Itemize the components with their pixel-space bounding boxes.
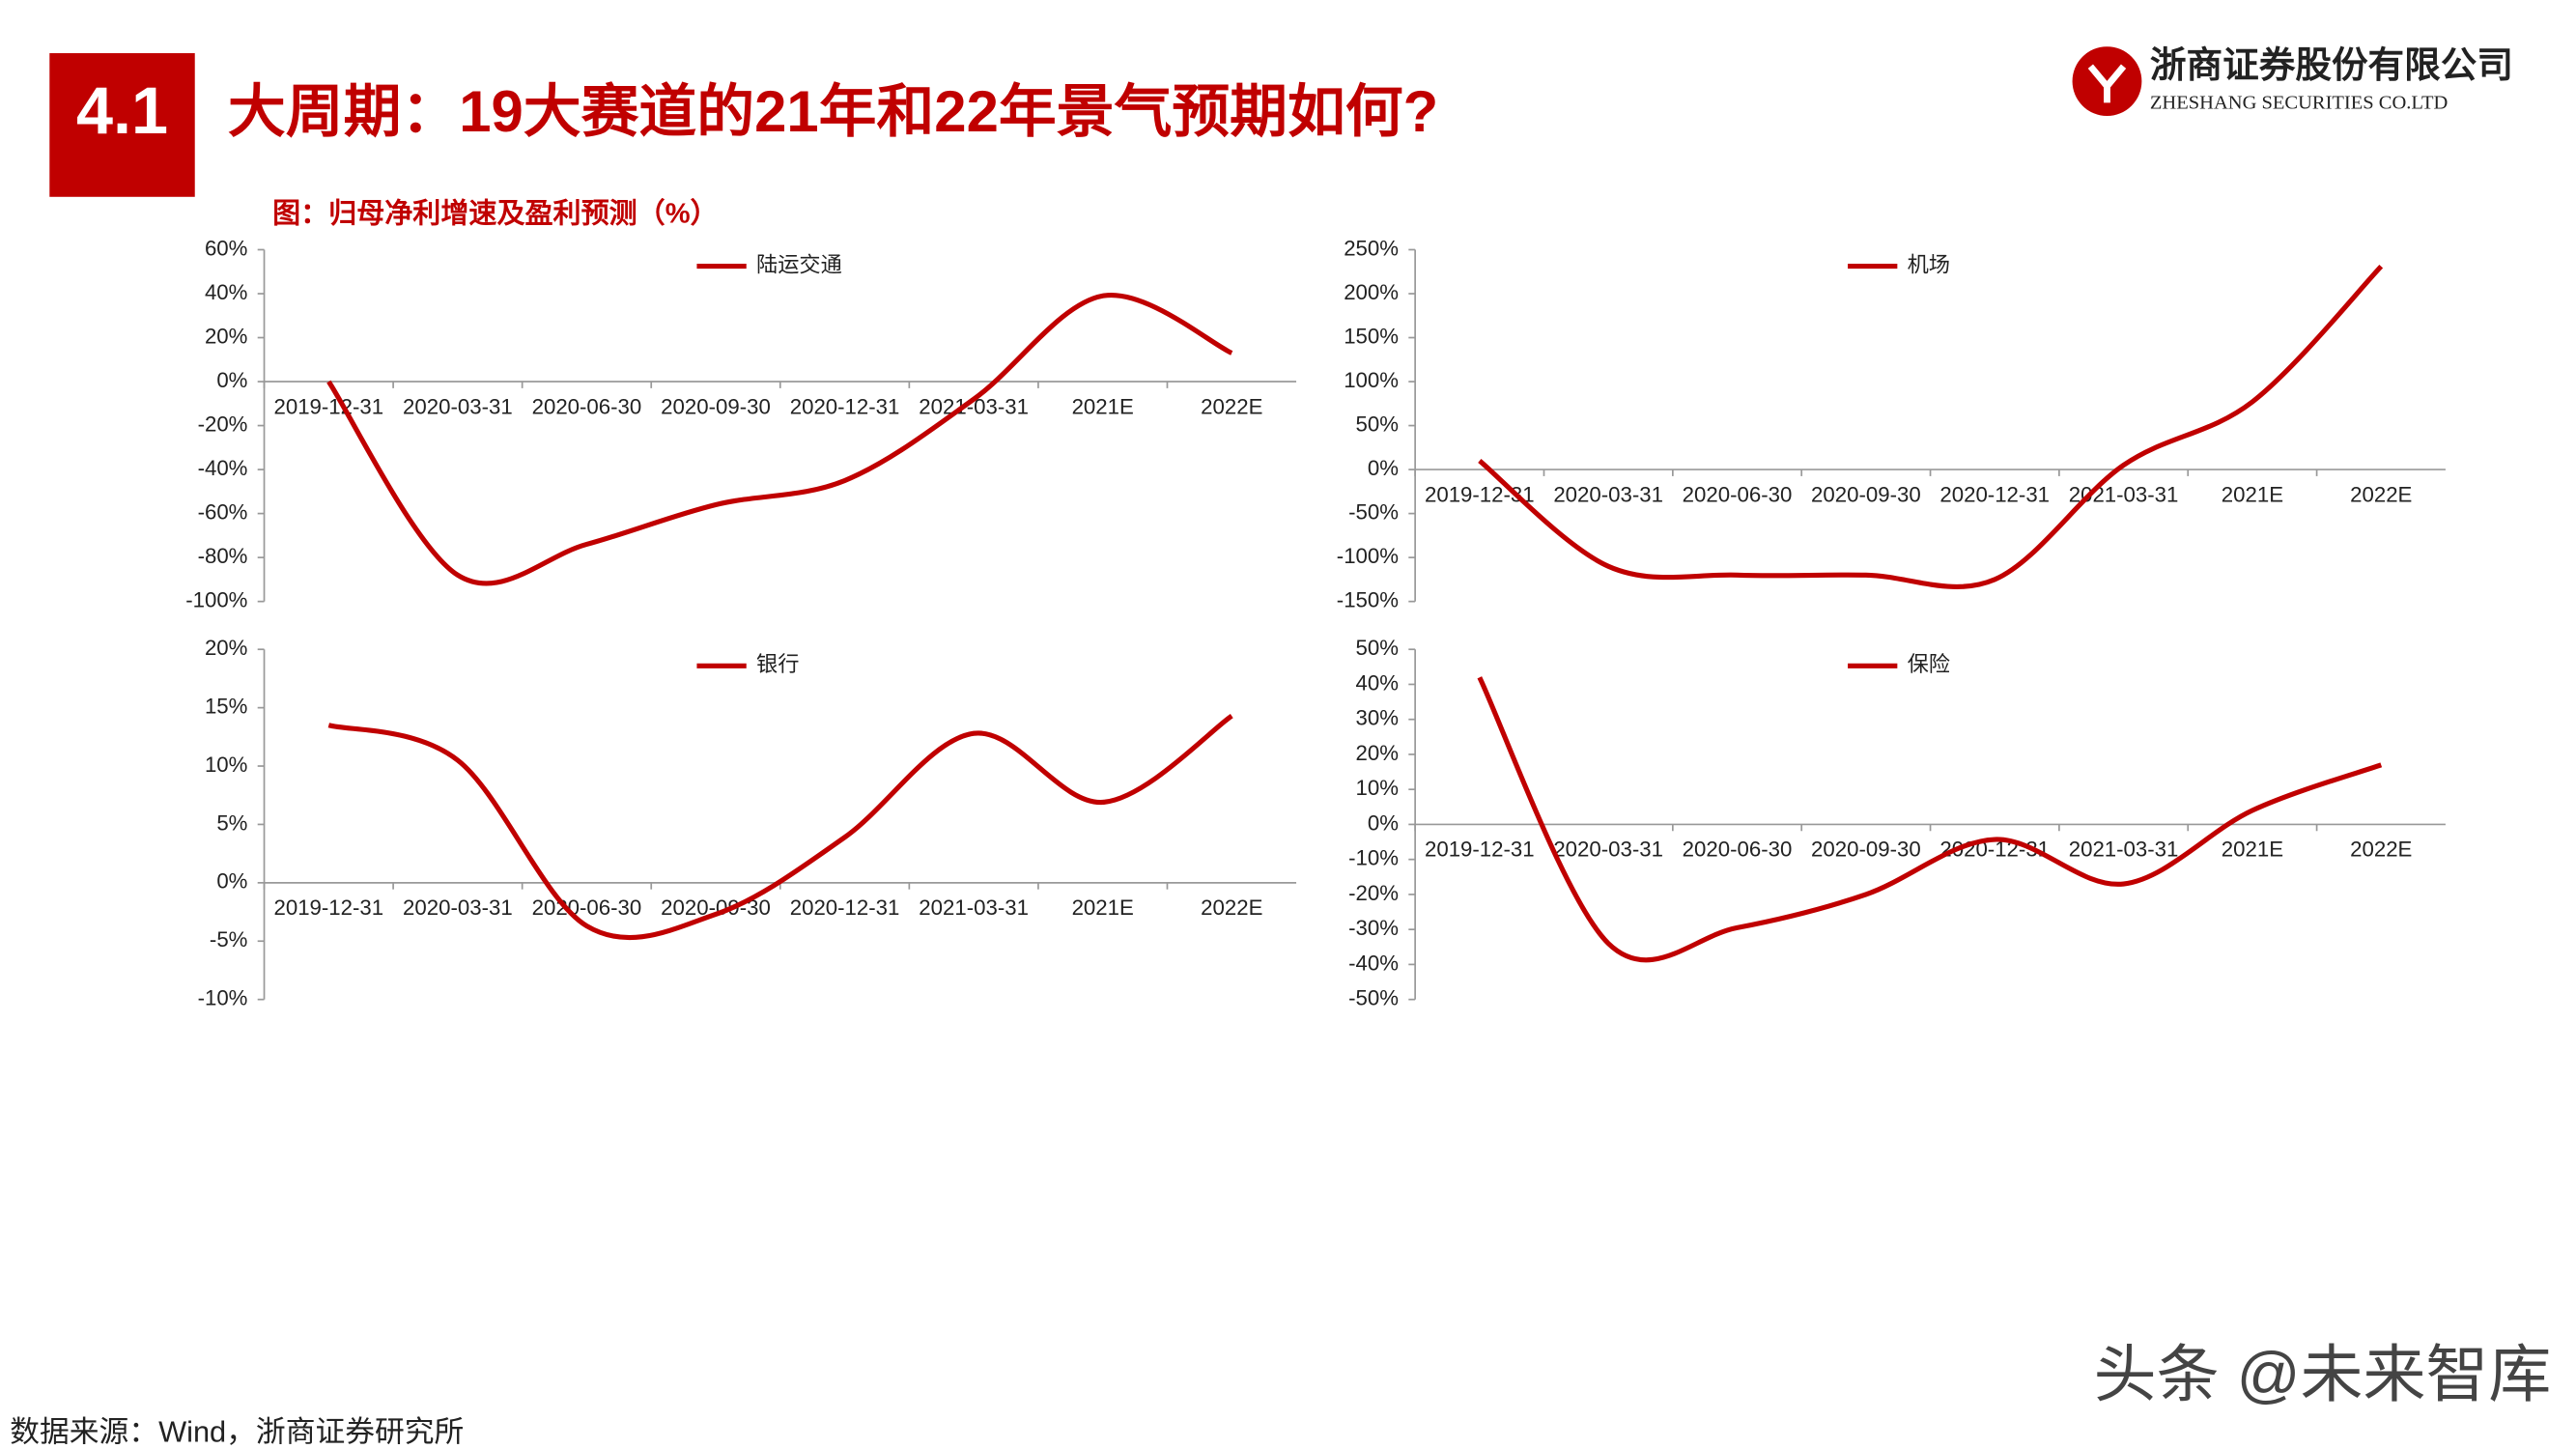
x-tick-label: 2020-03-31 — [1553, 482, 1663, 506]
logo-name: 浙商证券股份有限公司 — [2150, 43, 2513, 86]
x-tick-label: 2020-12-31 — [790, 394, 900, 418]
y-tick-label: 0% — [216, 368, 247, 392]
logo: 浙商证券股份有限公司 ZHESHANG SECURITIES CO.LTD — [2072, 43, 2513, 117]
x-tick-label: 2020-12-31 — [790, 895, 900, 920]
y-tick-label: -50% — [1348, 986, 1399, 1010]
x-tick-label: 2022E — [2350, 838, 2412, 862]
x-tick-label: 2019-12-31 — [273, 895, 383, 920]
figure-title: 图：归母净利增速及盈利预测（%） — [272, 197, 719, 229]
y-tick-label: 150% — [1344, 324, 1399, 348]
x-tick-label: 2021E — [1072, 895, 1134, 920]
y-tick-label: -150% — [1337, 588, 1399, 612]
x-tick-label: 2021E — [2222, 838, 2283, 862]
slide-title: 大周期：19大赛道的21年和22年景气预期如何? — [228, 79, 1438, 144]
x-tick-label: 2020-03-31 — [403, 895, 513, 920]
y-tick-label: 10% — [1356, 776, 1399, 800]
logo-glyph — [2087, 64, 2127, 103]
y-tick-label: 10% — [205, 753, 247, 777]
series-line — [1477, 676, 2383, 963]
badge-box — [49, 53, 195, 197]
y-tick-label: 0% — [1368, 456, 1399, 480]
y-tick-label: -40% — [198, 456, 248, 480]
y-tick-label: -5% — [210, 927, 248, 952]
y-tick-label: 20% — [205, 324, 247, 348]
y-tick-label: 30% — [1356, 706, 1399, 730]
y-tick-label: -40% — [1348, 951, 1399, 975]
source-note: 数据来源：Wind，浙商证券研究所 — [10, 1414, 464, 1448]
y-tick-label: -100% — [185, 588, 247, 612]
y-tick-label: 100% — [1344, 368, 1399, 392]
x-tick-label: 2021E — [2222, 482, 2283, 506]
x-tick-label: 2021-03-31 — [2069, 838, 2179, 862]
y-tick-label: 20% — [205, 636, 247, 660]
x-tick-label: 2022E — [2350, 482, 2412, 506]
x-tick-label: 2020-06-30 — [1683, 482, 1793, 506]
y-tick-label: -10% — [198, 986, 248, 1010]
y-tick-label: -100% — [1337, 544, 1399, 568]
x-tick-label: 2021-03-31 — [919, 895, 1029, 920]
y-tick-label: 20% — [1356, 741, 1399, 765]
x-tick-label: 2020-09-30 — [661, 394, 771, 418]
y-tick-label: -50% — [1348, 499, 1399, 524]
y-tick-label: 50% — [1356, 412, 1399, 436]
x-tick-label: 2020-09-30 — [1811, 838, 1921, 862]
x-tick-label: 2020-06-30 — [532, 394, 642, 418]
x-tick-label: 2020-06-30 — [1683, 838, 1793, 862]
x-tick-label: 2020-03-31 — [403, 394, 513, 418]
x-tick-label: 2022E — [1201, 394, 1262, 418]
y-tick-label: -20% — [1348, 881, 1399, 905]
y-tick-label: 200% — [1344, 280, 1399, 304]
x-tick-label: 2020-09-30 — [1811, 482, 1921, 506]
y-tick-label: 0% — [216, 869, 247, 894]
x-tick-label: 2019-12-31 — [273, 394, 383, 418]
y-tick-label: 60% — [205, 236, 247, 260]
x-tick-label: 2020-06-30 — [532, 895, 642, 920]
logo-name-en: ZHESHANG SECURITIES CO.LTD — [2150, 93, 2448, 114]
y-tick-label: 40% — [1356, 670, 1399, 695]
y-tick-label: -60% — [198, 499, 248, 524]
x-tick-label: 2022E — [1201, 895, 1262, 920]
y-tick-label: 40% — [205, 280, 247, 304]
y-tick-label: 5% — [216, 810, 247, 835]
x-tick-label: 2021-03-31 — [2069, 482, 2179, 506]
y-tick-label: 0% — [1368, 810, 1399, 835]
legend-label: 机场 — [1908, 252, 1950, 276]
x-tick-label: 2021E — [1072, 394, 1134, 418]
watermark: 头条 @未来智库 — [2094, 1339, 2552, 1409]
y-tick-label: -30% — [1348, 916, 1399, 940]
y-tick-label: 50% — [1356, 636, 1399, 660]
y-tick-label: 15% — [205, 694, 247, 718]
y-tick-label: 250% — [1344, 236, 1399, 260]
series-line — [327, 713, 1233, 941]
badge: 4.1 — [76, 74, 168, 148]
y-tick-label: -10% — [1348, 846, 1399, 870]
y-tick-label: -20% — [198, 412, 248, 436]
x-tick-label: 2020-12-31 — [1939, 482, 2050, 506]
y-tick-label: -80% — [198, 544, 248, 568]
series-line — [1478, 265, 2384, 589]
legend-label: 陆运交通 — [756, 252, 842, 276]
x-tick-label: 2019-12-31 — [1425, 838, 1535, 862]
legend-label: 保险 — [1908, 652, 1950, 676]
legend-label: 银行 — [756, 652, 799, 676]
series-line — [326, 292, 1233, 586]
x-tick-label: 2020-03-31 — [1553, 838, 1663, 862]
